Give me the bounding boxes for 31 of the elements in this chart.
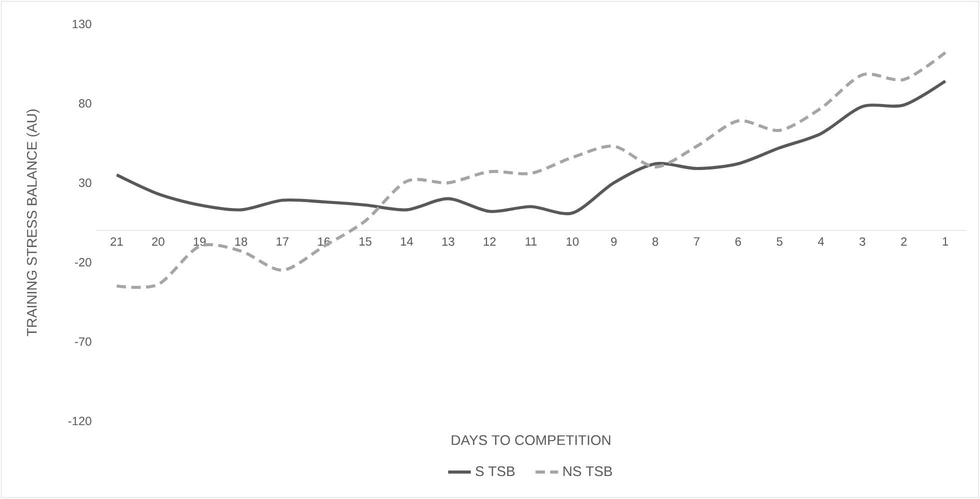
x-tick-label: 15 xyxy=(360,237,372,246)
y-tick-label: 80 xyxy=(78,99,92,108)
y-tick-label: 30 xyxy=(78,178,92,188)
x-tick-label: 18 xyxy=(235,237,248,246)
x-tick-label: 14 xyxy=(400,237,414,246)
y-tick-label: -70 xyxy=(75,337,92,346)
x-tick-label: 12 xyxy=(484,237,496,246)
y-tick-label: -20 xyxy=(75,258,92,266)
x-tick-label: 17 xyxy=(276,237,288,246)
x-tick-label: 7 xyxy=(694,237,700,246)
x-tick-label: 13 xyxy=(442,237,454,246)
x-tick-label: 3 xyxy=(860,237,866,246)
x-tick-label: 6 xyxy=(735,237,741,246)
x-tick-label: 9 xyxy=(611,237,617,246)
x-tick-label: 11 xyxy=(526,237,537,246)
x-tick-label: 1 xyxy=(942,237,948,246)
y-tick-label: 130 xyxy=(72,20,92,28)
legend-label: S TSB xyxy=(476,466,515,476)
x-tick-label: 19 xyxy=(194,237,206,246)
legend-label: NS TSB xyxy=(564,466,612,476)
x-tick-label: 20 xyxy=(152,237,164,246)
y-tick-label: -120 xyxy=(68,416,92,426)
line-series xyxy=(115,80,947,216)
x-tick-label: 2 xyxy=(901,237,907,246)
y-axis-title: TRAINING STRESS BALANCE (AU) xyxy=(26,109,40,336)
x-tick-label: 21 xyxy=(110,237,123,246)
x-tick-label: 8 xyxy=(652,237,658,246)
x-tick-label: 5 xyxy=(776,237,782,246)
x-tick-label: 4 xyxy=(818,237,824,246)
x-axis-title: DAYS TO COMPETITION xyxy=(452,435,610,446)
x-tick-label: 10 xyxy=(566,237,579,246)
